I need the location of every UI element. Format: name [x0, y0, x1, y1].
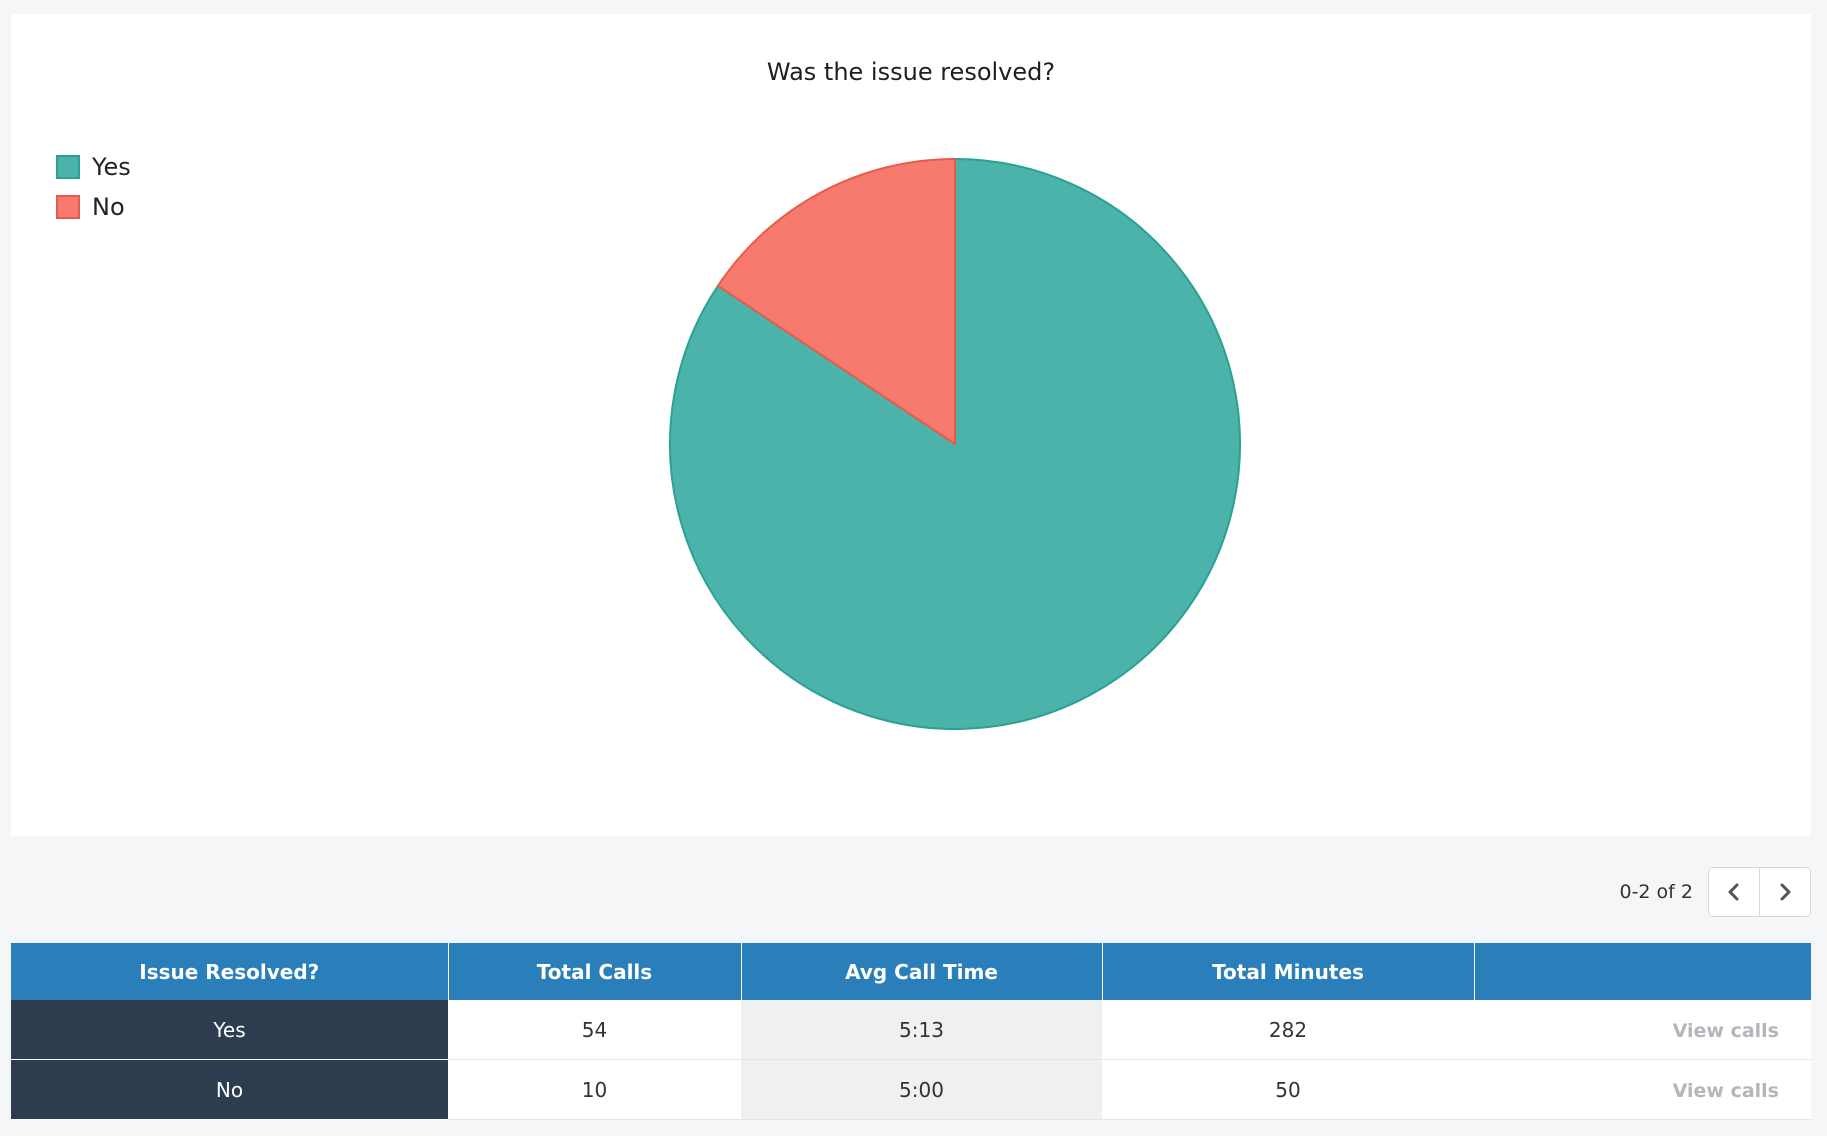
- pagination-buttons: [1708, 867, 1811, 917]
- legend-item-yes[interactable]: Yes: [56, 147, 131, 187]
- pagination: 0-2 of 2: [1619, 867, 1811, 917]
- action-cell: View calls: [1474, 1059, 1811, 1120]
- total-minutes-cell: 50: [1102, 1059, 1474, 1120]
- total-calls-cell: 10: [448, 1059, 741, 1120]
- legend-item-no[interactable]: No: [56, 187, 131, 227]
- legend-swatch-yes: [56, 155, 80, 179]
- chart-title: Was the issue resolved?: [766, 58, 1056, 86]
- action-cell: View calls: [1474, 1000, 1811, 1060]
- chart-card: Was the issue resolved? Yes No: [11, 14, 1811, 836]
- pie-slice-no[interactable]: [716, 157, 956, 446]
- pie-chart: [668, 157, 1241, 730]
- table-row: No 10 5:00 50 View calls: [11, 1059, 1811, 1120]
- row-label-cell: No: [11, 1059, 448, 1120]
- legend-swatch-no: [56, 195, 80, 219]
- table-row: Yes 54 5:13 282 View calls: [11, 1000, 1811, 1060]
- avg-call-time-cell: 5:00: [741, 1059, 1102, 1120]
- total-minutes-cell: 282: [1102, 1000, 1474, 1060]
- header-issue-resolved[interactable]: Issue Resolved?: [11, 943, 449, 1000]
- view-calls-link[interactable]: View calls: [1672, 1079, 1779, 1102]
- avg-call-time-cell: 5:13: [741, 1000, 1102, 1060]
- total-calls-cell: 54: [448, 1000, 741, 1060]
- header-avg-call-time[interactable]: Avg Call Time: [741, 943, 1103, 1000]
- table-header-row: Issue Resolved? Total Calls Avg Call Tim…: [11, 943, 1811, 1000]
- chart-legend: Yes No: [56, 147, 131, 227]
- legend-label-no: No: [92, 193, 125, 221]
- legend-label-yes: Yes: [92, 153, 131, 181]
- prev-page-button[interactable]: [1709, 868, 1759, 916]
- view-calls-link[interactable]: View calls: [1672, 1019, 1779, 1042]
- chevron-left-icon: [1728, 883, 1739, 901]
- results-table: Issue Resolved? Total Calls Avg Call Tim…: [11, 943, 1811, 1120]
- header-total-calls[interactable]: Total Calls: [448, 943, 742, 1000]
- row-label-cell: Yes: [11, 1000, 448, 1060]
- header-total-minutes[interactable]: Total Minutes: [1102, 943, 1475, 1000]
- pagination-range: 0-2 of 2: [1619, 881, 1693, 903]
- chevron-right-icon: [1780, 883, 1791, 901]
- next-page-button[interactable]: [1759, 868, 1810, 916]
- header-actions: [1474, 943, 1811, 1000]
